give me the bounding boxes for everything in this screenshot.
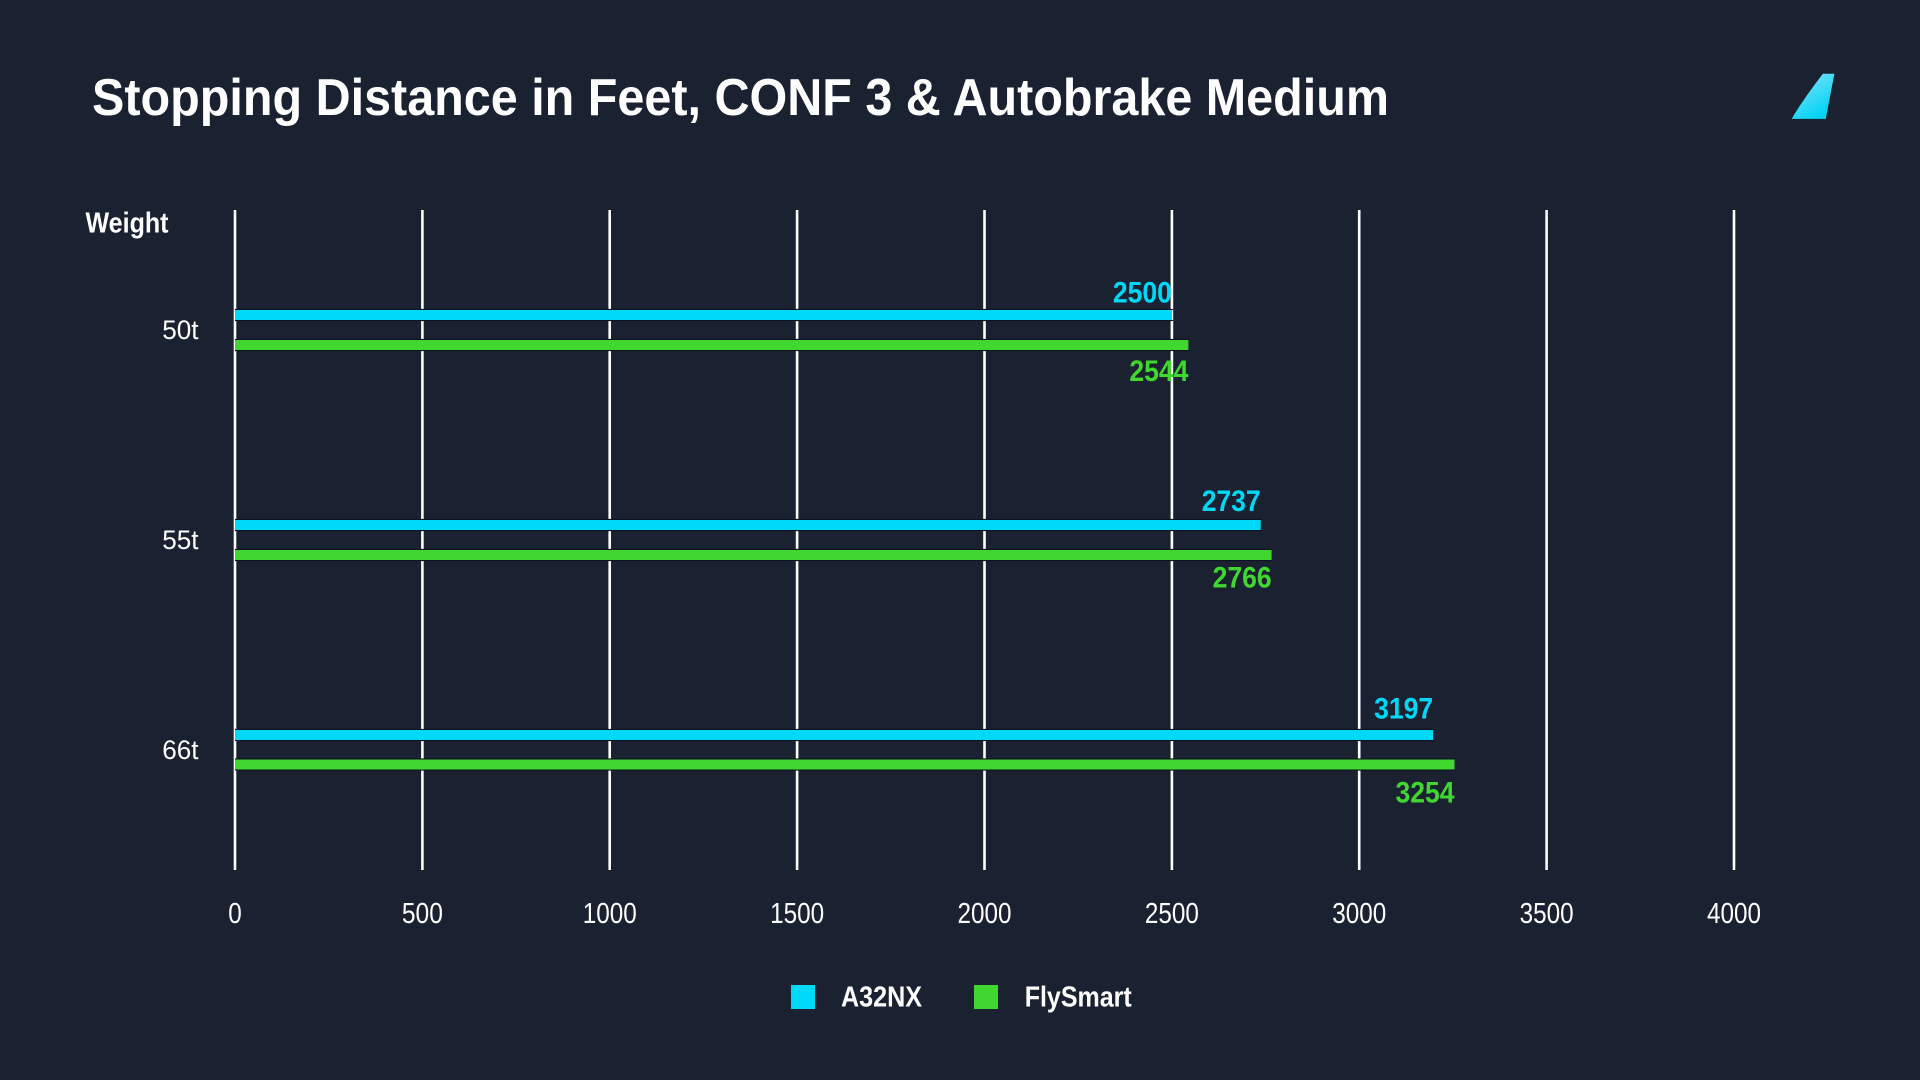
- svg-text:2544: 2544: [1129, 355, 1189, 388]
- svg-text:3254: 3254: [1396, 777, 1456, 810]
- svg-text:1500: 1500: [770, 898, 824, 930]
- svg-text:50t: 50t: [162, 315, 199, 345]
- svg-text:FlySmart: FlySmart: [1025, 981, 1132, 1013]
- svg-text:Stopping Distance in Feet, CON: Stopping Distance in Feet, CONF 3 & Auto…: [92, 69, 1389, 127]
- svg-text:2737: 2737: [1202, 485, 1261, 518]
- svg-text:1000: 1000: [583, 898, 637, 930]
- svg-text:3197: 3197: [1374, 693, 1433, 726]
- svg-text:2766: 2766: [1213, 561, 1272, 594]
- svg-text:55t: 55t: [162, 525, 199, 555]
- svg-text:2500: 2500: [1145, 898, 1199, 930]
- svg-text:66t: 66t: [162, 735, 199, 765]
- svg-text:A32NX: A32NX: [841, 981, 922, 1013]
- svg-text:3000: 3000: [1332, 898, 1386, 930]
- svg-text:2000: 2000: [958, 898, 1012, 930]
- svg-text:3500: 3500: [1520, 898, 1574, 930]
- svg-text:2500: 2500: [1113, 276, 1172, 309]
- svg-text:Weight: Weight: [86, 207, 169, 239]
- svg-text:0: 0: [228, 898, 242, 930]
- svg-text:500: 500: [402, 898, 443, 930]
- svg-text:4000: 4000: [1707, 898, 1761, 930]
